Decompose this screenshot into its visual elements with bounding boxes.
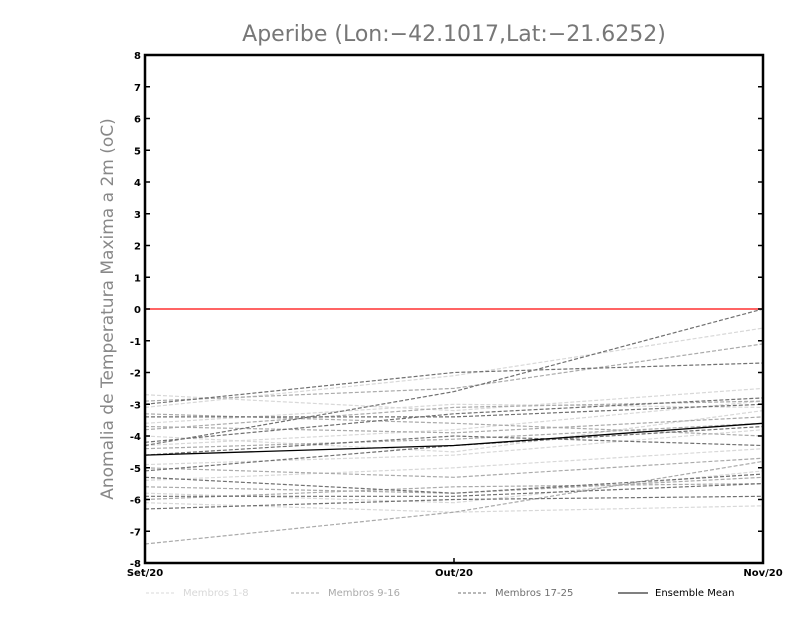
y-tick-label: 8 [134,51,141,62]
series-line-member-6 [144,448,764,481]
series-line-member-24 [144,473,764,494]
legend: Membros 1-8 Membros 9-16 Membros 17-25 Ense… [146,588,734,599]
series-line-ensemble-mean [144,422,764,456]
series-line-member-19 [145,403,764,418]
series-line-member-8 [144,502,764,513]
y-tick-label: -4 [130,432,141,443]
series-line-member-18 [144,362,764,405]
y-tick-label: -3 [130,400,141,411]
series-line-member-23 [144,425,764,472]
y-axis-label: Anomalia de Temperatura Maxima a 2m (oC) [98,118,118,500]
series-line-member-17 [144,410,764,453]
series-line-member-15 [144,483,764,501]
series-line-member-14 [144,476,764,494]
series-line-member-5 [144,429,764,466]
series-line-member-9 [144,343,764,402]
y-tick-label: 6 [134,115,141,126]
y-tick-label: 3 [134,210,141,221]
y-tick-label: 2 [134,242,141,253]
series-line-member-2 [144,327,764,408]
y-tick-label: -6 [130,496,141,507]
series-line-member-21 [144,308,764,447]
series-line-member-4 [144,400,764,447]
legend-label: Membros 1-8 [183,588,249,599]
y-tick-label: -7 [130,527,141,538]
series-line-member-13 [144,457,764,478]
series-line-member-11 [144,400,764,431]
chart-title: Aperibe (Lon:−42.1017,Lat:−21.6252) [242,22,666,47]
series-line-member-12 [144,422,764,450]
series-line-member-27 [144,416,764,434]
y-tick-label: -5 [130,464,141,475]
y-tick-label: 0 [134,305,141,316]
legend-label: Membros 9-16 [328,588,400,599]
y-tick-label: 1 [134,273,141,284]
series-line-member-22 [144,435,764,456]
y-tick-label: -1 [130,337,141,348]
x-tick-label: Nov/20 [743,568,782,579]
series-line-member-26 [144,495,764,510]
series-line-member-1 [144,387,764,412]
legend-label: Ensemble Mean [655,588,734,599]
y-tick-label: 5 [134,146,141,157]
x-tick-label: Out/20 [435,568,473,579]
legend-label: Membros 17-25 [495,588,573,599]
y-tick-label: 7 [134,83,141,94]
x-tick-label: Set/20 [127,568,163,579]
series-line-member-20 [144,397,764,443]
series-line-member-16 [144,460,764,545]
y-tick-label: -2 [130,369,141,380]
series-line-member-25 [145,483,764,497]
y-tick-label: 4 [134,178,141,189]
y-tick-label: -8 [130,559,141,570]
